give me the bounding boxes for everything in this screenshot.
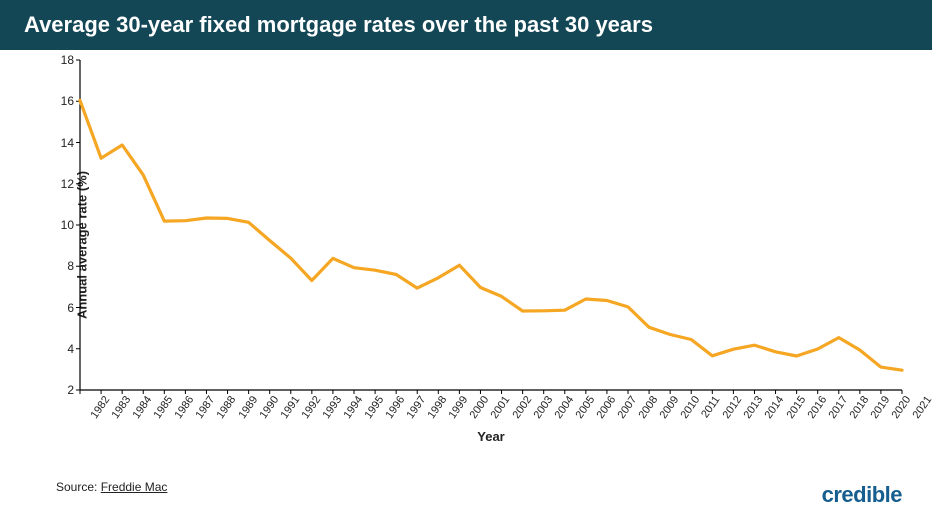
x-tick-label: 2020 [889, 394, 913, 421]
x-axis-label: Year [477, 429, 504, 444]
brand-logo: credible [822, 482, 902, 508]
x-tick-label: 1986 [173, 394, 197, 421]
x-tick-label: 1985 [152, 394, 176, 421]
x-tick-label: 1995 [362, 394, 386, 421]
x-tick-label: 2002 [510, 394, 534, 421]
x-tick-label: 2006 [594, 394, 618, 421]
x-axis: Year 19821983198419851986198719881989199… [80, 390, 902, 440]
x-tick-label: 2005 [573, 394, 597, 421]
x-tick-label: 1990 [257, 394, 281, 421]
x-tick-label: 2007 [615, 394, 639, 421]
y-tick-label: 8 [67, 259, 74, 273]
y-tick-label: 14 [61, 136, 74, 150]
x-tick-label: 1997 [405, 394, 429, 421]
y-tick-label: 12 [61, 177, 74, 191]
x-tick-label: 2004 [552, 394, 576, 421]
x-tick-label: 1993 [320, 394, 344, 421]
plot-area: 24681012141618 [80, 60, 902, 390]
x-tick-label: 1991 [278, 394, 302, 421]
x-tick-label: 1987 [194, 394, 218, 421]
x-tick-label: 1983 [110, 394, 134, 421]
chart-container: Annual average rate (%) 24681012141618 Y… [0, 50, 932, 440]
x-tick-label: 2000 [468, 394, 492, 421]
y-tick-label: 18 [61, 53, 74, 67]
x-tick-label: 2015 [784, 394, 808, 421]
line-svg [80, 60, 902, 390]
x-tick-label: 1992 [299, 394, 323, 421]
chart-header: Average 30-year fixed mortgage rates ove… [0, 0, 932, 50]
x-tick-label: 2017 [826, 394, 850, 421]
y-tick-label: 6 [67, 301, 74, 315]
x-tick-label: 2013 [742, 394, 766, 421]
x-tick-label: 1998 [426, 394, 450, 421]
x-tick-label: 2009 [658, 394, 682, 421]
y-tick-label: 16 [61, 94, 74, 108]
y-tick-label: 2 [67, 383, 74, 397]
x-tick-label: 1999 [447, 394, 471, 421]
x-tick-label: 1994 [341, 394, 365, 421]
x-tick-label: 1989 [236, 394, 260, 421]
y-tick-label: 10 [61, 218, 74, 232]
x-tick-label: 2001 [489, 394, 513, 421]
source-prefix: Source: [56, 480, 101, 494]
x-tick-label: 2003 [531, 394, 555, 421]
x-tick-label: 2019 [868, 394, 892, 421]
y-tick-label: 4 [67, 342, 74, 356]
x-tick-label: 1984 [131, 394, 155, 421]
x-tick-label: 2011 [699, 394, 722, 420]
source-attribution: Source: Freddie Mac [56, 480, 167, 494]
x-tick-label: 2008 [636, 394, 660, 421]
x-tick-label: 1982 [88, 394, 112, 421]
x-tick-label: 1996 [384, 394, 408, 421]
x-tick-label: 2010 [679, 394, 703, 421]
x-tick-label: 2021 [910, 394, 932, 421]
chart-title: Average 30-year fixed mortgage rates ove… [24, 12, 653, 37]
x-tick-label: 2012 [721, 394, 745, 421]
x-tick-label: 2016 [805, 394, 829, 421]
source-link[interactable]: Freddie Mac [101, 480, 168, 494]
x-tick-label: 2018 [847, 394, 871, 421]
x-tick-label: 2014 [763, 394, 787, 421]
x-tick-label: 1988 [215, 394, 239, 421]
